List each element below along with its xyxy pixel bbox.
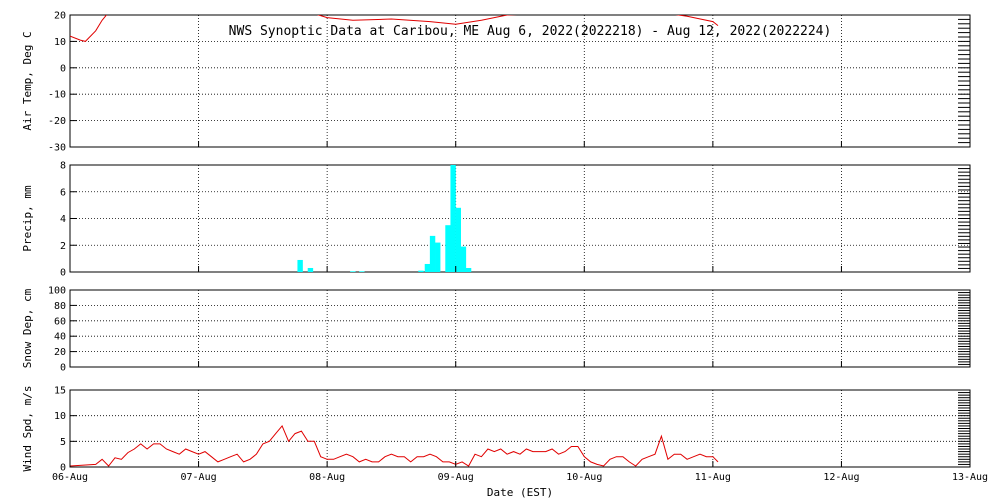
- panel-1: 20 10 0 -10 -20 -30 Air Temp, Deg C: [21, 11, 971, 154]
- precip-bar: [350, 271, 356, 272]
- y-tick-label: 15: [54, 386, 66, 397]
- y-tick-label: 20: [54, 347, 66, 358]
- precip-bar: [450, 165, 456, 272]
- x-tick-label: 06-Aug: [52, 472, 88, 483]
- precip-bar: [460, 246, 467, 272]
- y-tick-label: 0: [60, 268, 66, 279]
- series-line: [70, 424, 719, 467]
- precip-bar: [418, 270, 424, 272]
- y-tick-label: 20: [54, 11, 66, 22]
- x-tick-label: 11-Aug: [695, 472, 731, 483]
- panel-data: [297, 165, 472, 272]
- y-tick-label: 40: [54, 332, 66, 343]
- chart-title: NWS Synoptic Data at Caribou, ME Aug 6, …: [229, 24, 832, 39]
- y-tick-label: 6: [60, 187, 66, 198]
- precip-bar: [435, 242, 441, 272]
- panel-2: 8 6 4 2 0 Precip, mm: [21, 161, 971, 279]
- y-axis-label: Wind Spd, m/s: [21, 385, 34, 471]
- y-tick-label: 100: [48, 286, 66, 297]
- panel-data: [70, 424, 719, 467]
- precip-bar: [445, 225, 451, 272]
- panel-4: 15 10 5 0 Wind Spd, m/s: [21, 385, 971, 474]
- y-axis-label: Precip, mm: [21, 185, 34, 252]
- panel-frame: [69, 14, 971, 148]
- y-tick-label: 8: [60, 161, 66, 172]
- y-axis-label: Air Temp, Deg C: [21, 31, 34, 130]
- panel-frame: [69, 289, 971, 368]
- y-tick-label: -30: [48, 143, 66, 154]
- panel-data: [70, 15, 719, 42]
- y-tick-label: 2: [60, 241, 66, 252]
- precip-bar: [455, 207, 461, 272]
- y-tick-label: 80: [54, 301, 66, 312]
- y-tick-label: 10: [54, 411, 66, 422]
- x-tick-label: 12-Aug: [823, 472, 859, 483]
- precip-bar: [307, 267, 314, 272]
- precip-bar: [359, 271, 365, 272]
- y-tick-label: 5: [60, 437, 66, 448]
- x-tick-label: 13-Aug: [952, 472, 988, 483]
- y-tick-label: 60: [54, 316, 66, 327]
- precip-bar: [297, 259, 303, 272]
- x-tick-label: 08-Aug: [309, 472, 345, 483]
- x-axis-label: Date (EST): [487, 486, 553, 499]
- precip-bar: [424, 263, 431, 272]
- y-tick-label: -10: [48, 90, 66, 101]
- y-tick-label: -20: [48, 116, 66, 127]
- y-tick-label: 0: [60, 63, 66, 74]
- x-tick-label: 07-Aug: [181, 472, 217, 483]
- x-tick-label: 10-Aug: [566, 472, 602, 483]
- y-tick-label: 0: [60, 363, 66, 374]
- precip-bar: [429, 235, 436, 272]
- y-axis-label: Snow Dep, cm: [21, 288, 34, 368]
- y-tick-label: 0: [60, 463, 66, 474]
- x-tick-label: 09-Aug: [438, 472, 474, 483]
- y-tick-label: 4: [60, 214, 66, 225]
- panel-frame: [69, 164, 971, 273]
- precip-bar: [465, 267, 472, 272]
- panel-frame: [69, 389, 971, 468]
- y-tick-label: 10: [54, 37, 66, 48]
- panel-3: 100 80 60 40 20 0 Snow Dep, cm: [21, 286, 971, 374]
- series-line: [70, 15, 719, 42]
